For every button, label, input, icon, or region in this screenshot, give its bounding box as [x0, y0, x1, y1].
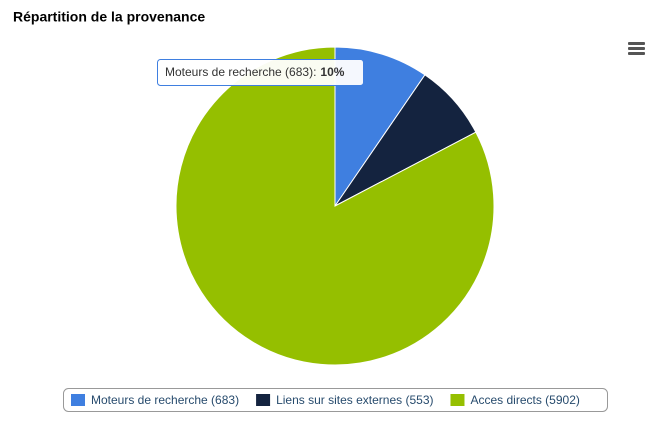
- tooltip-value: 10%: [320, 65, 344, 79]
- tooltip-text: Moteurs de recherche (683): 10%: [165, 65, 345, 79]
- menu-bar: [628, 47, 645, 50]
- tooltip: Moteurs de recherche (683): 10%: [157, 59, 364, 86]
- tooltip-label: Moteurs de recherche (683):: [165, 65, 316, 79]
- pie-slice[interactable]: [334, 46, 426, 208]
- pie: [175, 46, 495, 366]
- chart-title: Répartition de la provenance: [13, 9, 205, 25]
- legend-label[interactable]: Liens sur sites externes (553): [276, 393, 433, 407]
- legend: Moteurs de recherche (683) Liens sur site…: [71, 393, 580, 407]
- menu-button[interactable]: [628, 42, 645, 55]
- legend-label[interactable]: Acces directs (5902): [470, 393, 579, 407]
- legend-swatch[interactable]: [71, 394, 85, 406]
- legend-swatch[interactable]: [256, 394, 271, 406]
- tooltip-box: [157, 59, 364, 86]
- menu-bar: [628, 42, 645, 45]
- menu-bar: [628, 52, 645, 55]
- pie-slice[interactable]: [175, 46, 495, 366]
- legend-swatch[interactable]: [450, 394, 465, 406]
- legend-box: [63, 388, 608, 412]
- legend-label[interactable]: Moteurs de recherche (683): [91, 393, 239, 407]
